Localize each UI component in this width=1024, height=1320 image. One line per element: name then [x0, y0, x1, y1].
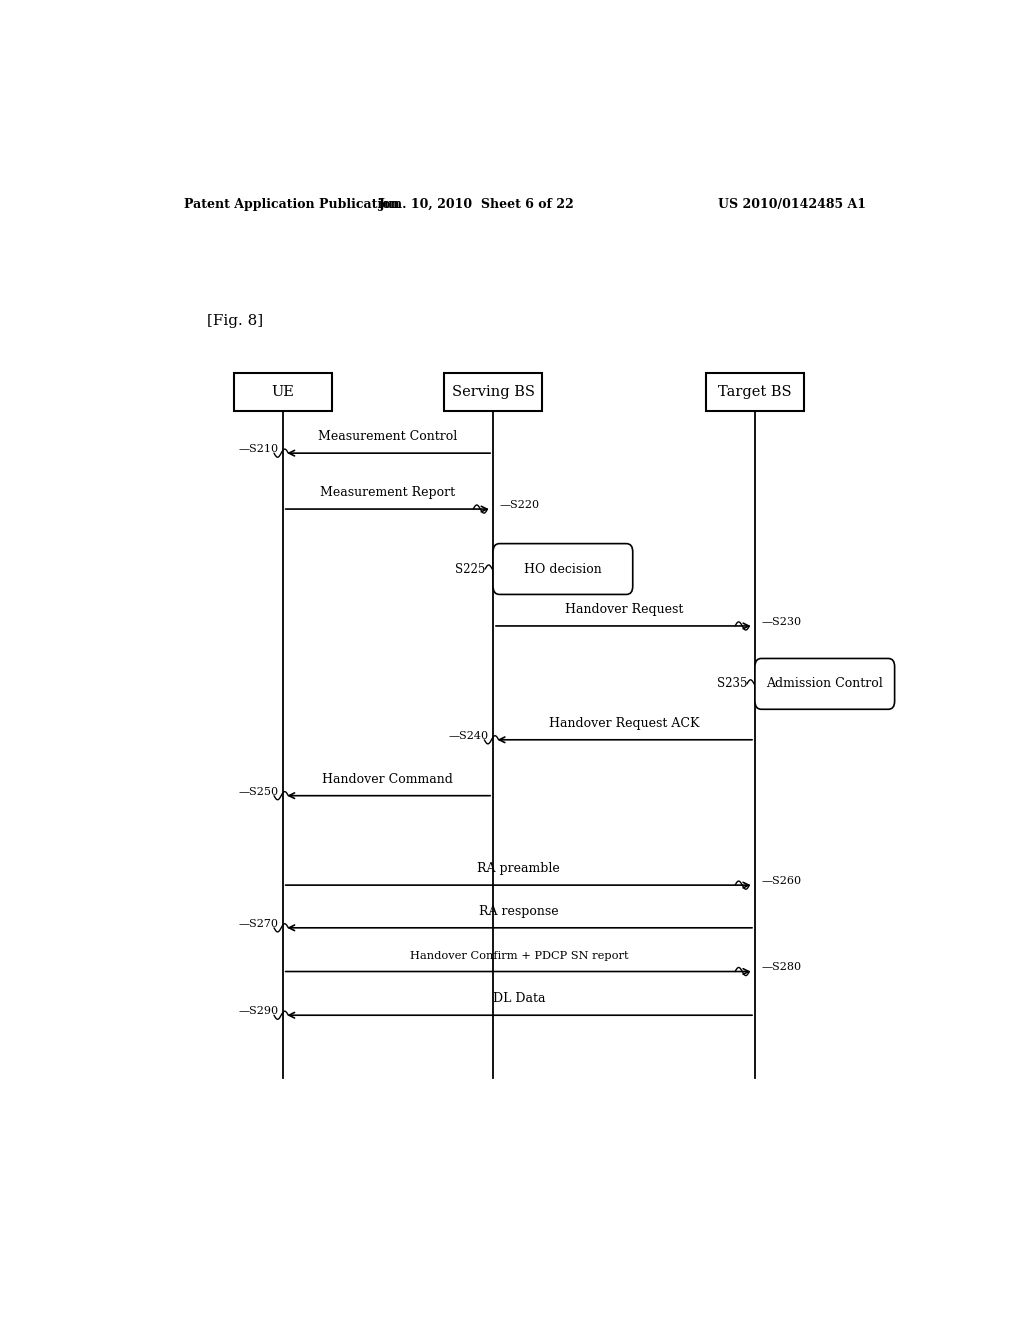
Text: US 2010/0142485 A1: US 2010/0142485 A1: [718, 198, 866, 211]
Text: HO decision: HO decision: [524, 562, 602, 576]
FancyBboxPatch shape: [755, 659, 895, 709]
Text: S235: S235: [717, 677, 748, 690]
Text: Jun. 10, 2010  Sheet 6 of 22: Jun. 10, 2010 Sheet 6 of 22: [379, 198, 575, 211]
FancyBboxPatch shape: [233, 372, 332, 412]
FancyBboxPatch shape: [444, 372, 542, 412]
FancyBboxPatch shape: [494, 544, 633, 594]
Text: Handover Confirm + PDCP SN report: Handover Confirm + PDCP SN report: [410, 952, 628, 961]
Text: Measurement Control: Measurement Control: [318, 430, 458, 444]
Text: UE: UE: [271, 385, 294, 399]
Text: Admission Control: Admission Control: [766, 677, 883, 690]
Text: —S280: —S280: [761, 962, 802, 973]
Text: —S210: —S210: [239, 444, 279, 454]
Text: —S220: —S220: [500, 500, 540, 510]
Text: —S270: —S270: [239, 919, 279, 929]
Text: —S260: —S260: [761, 876, 802, 886]
Text: RA preamble: RA preamble: [477, 862, 560, 875]
Text: Patent Application Publication: Patent Application Publication: [183, 198, 399, 211]
Text: [Fig. 8]: [Fig. 8]: [207, 314, 263, 329]
Text: Serving BS: Serving BS: [452, 385, 535, 399]
Text: DL Data: DL Data: [493, 993, 545, 1005]
Text: Measurement Report: Measurement Report: [321, 486, 456, 499]
Text: S225: S225: [455, 562, 485, 576]
FancyBboxPatch shape: [707, 372, 804, 412]
Text: —S240: —S240: [449, 731, 489, 741]
Text: —S250: —S250: [239, 787, 279, 796]
Text: Handover Command: Handover Command: [323, 772, 454, 785]
Text: —S290: —S290: [239, 1006, 279, 1016]
Text: RA response: RA response: [479, 904, 559, 917]
Text: Handover Request: Handover Request: [565, 603, 683, 615]
Text: —S230: —S230: [761, 616, 802, 627]
Text: Target BS: Target BS: [718, 385, 792, 399]
Text: Handover Request ACK: Handover Request ACK: [549, 717, 699, 730]
